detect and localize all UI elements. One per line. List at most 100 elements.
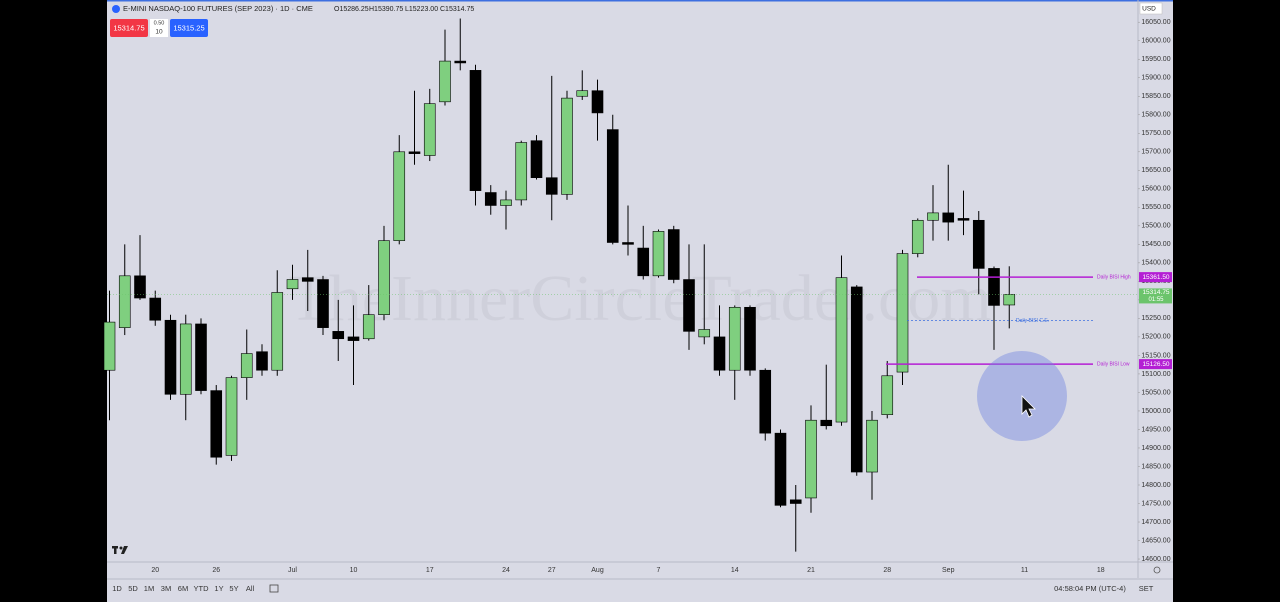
range-button[interactable]: 1Y xyxy=(214,584,223,593)
candle-body xyxy=(911,219,924,254)
candle-body xyxy=(820,419,833,427)
x-tick-label: 7 xyxy=(657,567,661,574)
candle-body xyxy=(454,60,467,64)
y-tick-label: 15750.00 xyxy=(1141,130,1170,137)
y-tick-label: 15700.00 xyxy=(1141,149,1170,156)
x-tick-label: 27 xyxy=(548,567,556,574)
cursor xyxy=(1021,395,1036,418)
candle-body xyxy=(835,277,848,423)
spread: 0.50 xyxy=(154,20,165,26)
x-tick-label: 10 xyxy=(350,567,358,574)
top-border xyxy=(107,0,1173,2)
candle-body xyxy=(774,432,787,506)
range-button[interactable]: 5D xyxy=(128,584,138,593)
candle-body xyxy=(789,499,802,504)
y-tick-label: 14600.00 xyxy=(1141,556,1170,563)
last-price: 15314.75 xyxy=(1142,289,1169,296)
candle-body xyxy=(347,336,360,341)
x-tick-label: 28 xyxy=(883,567,891,574)
x-tick-label: 18 xyxy=(1097,567,1105,574)
candle-body xyxy=(744,306,756,371)
axis-settings-icon[interactable] xyxy=(1153,566,1161,574)
last-price-tag xyxy=(1139,288,1172,304)
candle-body xyxy=(484,192,497,206)
candle-body xyxy=(439,60,451,103)
currency: USD xyxy=(1142,6,1156,13)
clock: 04:58:04 PM (UTC-4) xyxy=(1054,584,1126,593)
candle-body xyxy=(591,90,604,114)
toolbar: 1D 5D 1M 3M 6M YTD 1Y 5Y All xyxy=(112,584,279,593)
candle-body xyxy=(652,231,665,277)
range-button[interactable]: 3M xyxy=(161,584,171,593)
range-button[interactable]: All xyxy=(246,584,255,593)
candle-body xyxy=(866,419,878,473)
y-tick-label: 14800.00 xyxy=(1141,482,1170,489)
y-tick-label: 14900.00 xyxy=(1141,445,1170,452)
candle-body xyxy=(469,70,482,191)
range-button[interactable]: YTD xyxy=(194,584,210,593)
candle-body xyxy=(317,279,329,328)
y-tick-label: 15100.00 xyxy=(1141,371,1170,378)
candle-body xyxy=(134,275,146,299)
candle-body xyxy=(896,253,909,373)
candle-body xyxy=(1003,294,1016,306)
range-button[interactable]: 6M xyxy=(178,584,188,593)
plot-area xyxy=(103,18,1138,552)
candle-body xyxy=(606,129,619,243)
candle-body xyxy=(713,336,726,371)
y-tick-label: 14700.00 xyxy=(1141,519,1170,526)
y-tick-label: 15650.00 xyxy=(1141,167,1170,174)
x-tick-label: 20 xyxy=(151,567,159,574)
candle-body xyxy=(881,375,894,415)
x-tick-label: 11 xyxy=(1021,567,1028,574)
buy-button[interactable] xyxy=(170,19,208,37)
symbol-title: E-MINI NASDAQ-100 FUTURES (SEP 2023) · 1… xyxy=(123,4,313,13)
candle-body xyxy=(423,103,436,156)
x-tick-label: 21 xyxy=(807,567,815,574)
level-price: 15361.50 xyxy=(1142,274,1169,281)
level-name: Daily BISI C.E. xyxy=(1016,318,1049,324)
range-button[interactable]: 5Y xyxy=(229,584,238,593)
y-tick-label: 16050.00 xyxy=(1141,19,1170,26)
candle-body xyxy=(561,97,573,195)
candle-body xyxy=(988,268,1000,306)
ohlc-low: L15223.00 xyxy=(405,6,438,13)
currency-box[interactable] xyxy=(1139,2,1163,15)
candle-body xyxy=(210,390,223,458)
x-tick-label: 14 xyxy=(731,567,739,574)
x-tick-label: 26 xyxy=(212,567,220,574)
x-tick-label: 24 xyxy=(502,567,510,574)
candle-body xyxy=(500,199,512,206)
y-tick-label: 15250.00 xyxy=(1141,315,1170,322)
y-tick-label: 15050.00 xyxy=(1141,389,1170,396)
candle-body xyxy=(301,277,314,282)
x-tick-label: Jul xyxy=(288,567,297,574)
candle-body xyxy=(408,151,421,154)
quantity-box[interactable] xyxy=(150,19,168,37)
level-name: Daily BISI Low xyxy=(1097,361,1130,367)
range-button[interactable]: 1D xyxy=(112,584,122,593)
candle-body xyxy=(637,247,650,277)
candle-body xyxy=(225,377,238,456)
y-tick-label: 15900.00 xyxy=(1141,75,1170,82)
candle-body xyxy=(118,275,131,328)
y-tick-label: 14650.00 xyxy=(1141,537,1170,544)
level-price-tag xyxy=(1139,272,1172,283)
candle-body xyxy=(195,323,207,391)
ohlc-close: C15314.75 xyxy=(440,6,474,13)
candle-body xyxy=(927,212,939,221)
y-tick-label: 15000.00 xyxy=(1141,408,1170,415)
buy-price: 15315.25 xyxy=(173,23,204,32)
date-range-icon xyxy=(269,584,279,593)
candle-body xyxy=(576,90,589,97)
candle-body xyxy=(972,219,985,269)
settings[interactable]: SET xyxy=(1139,584,1154,593)
y-tick-label: 15600.00 xyxy=(1141,186,1170,193)
sell-button[interactable] xyxy=(110,19,148,37)
candle-body xyxy=(957,218,970,221)
candle-body xyxy=(179,323,192,395)
range-button[interactable]: 1M xyxy=(144,584,154,593)
candle-body xyxy=(256,351,268,371)
